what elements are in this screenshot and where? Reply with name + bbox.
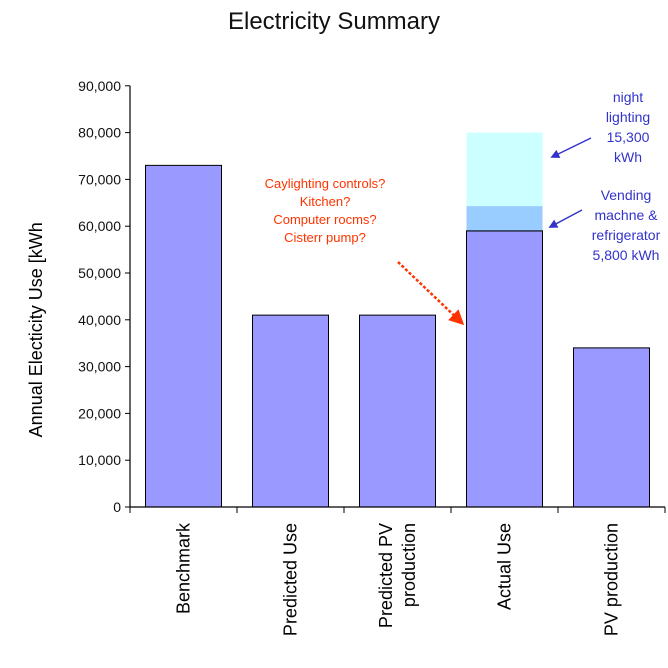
annotation-night-lighting-line: lighting [606, 109, 650, 125]
x-tick-label: Predicted PV [376, 523, 396, 628]
y-tick-label: 30,000 [78, 359, 121, 375]
arrow-vending [548, 209, 583, 228]
bar [145, 164, 222, 508]
y-tick-label: 60,000 [78, 218, 121, 234]
y-tick-label: 40,000 [78, 312, 121, 328]
x-tick-label: Predicted Use [281, 523, 301, 636]
arrow-night-lighting [550, 137, 592, 158]
y-tick-label: 20,000 [78, 405, 121, 421]
y-tick-label: 70,000 [78, 171, 121, 187]
arrow-red [397, 261, 465, 326]
annotation-vending-line: machne & [594, 207, 658, 223]
annotation-night-lighting-line: kWh [614, 149, 642, 165]
x-tick-label: Benchmark [174, 522, 194, 614]
bar [359, 314, 436, 508]
bar [252, 314, 329, 508]
chart-title: Electricity Summary [227, 8, 441, 35]
annotation-night-lighting-line: night [613, 89, 643, 105]
annotation-red-line: Kitchen? [300, 194, 351, 209]
bar [466, 230, 543, 508]
annotation-red-line: Caylighting controls? [265, 176, 386, 191]
y-tick-label: 50,000 [78, 265, 121, 281]
x-tick-label: PV production [602, 523, 622, 636]
y-tick-label: 0 [113, 499, 121, 515]
y-axis-title: Annual Electicity Use [kWh [26, 222, 46, 437]
y-tick-label: 80,000 [78, 125, 121, 141]
annotation-red-line: Computer rocms? [273, 212, 376, 227]
annotation-night-lighting-line: 15,300 [607, 129, 650, 145]
annotation-vending-line: 5,800 kWh [593, 247, 660, 263]
y-tick-label: 10,000 [78, 452, 121, 468]
annotation-vending-line: Vending [601, 187, 652, 203]
x-tick-label: Actual Use [495, 523, 515, 610]
bar-segment [466, 206, 543, 231]
annotation-vending-line: refrigerator [592, 227, 661, 243]
x-tick-label: production [399, 523, 419, 607]
bar [573, 347, 650, 508]
bar-segment [466, 132, 543, 207]
y-tick-label: 90,000 [78, 78, 121, 94]
annotation-red-line: Cisterr pump? [284, 230, 366, 245]
